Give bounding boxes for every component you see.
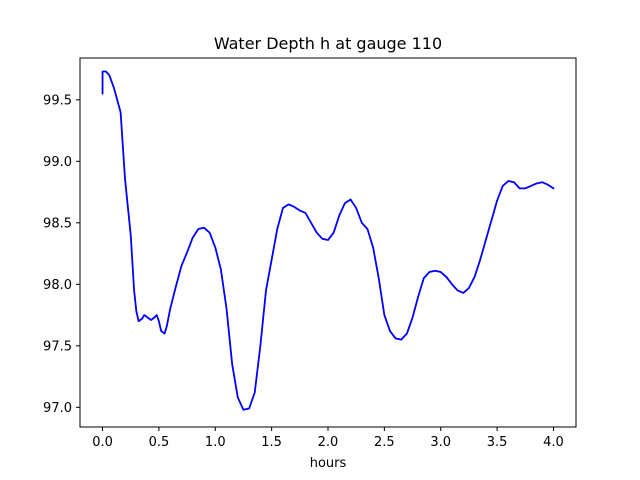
x-tick-label: 1.0 [205, 435, 226, 450]
x-tick-label: 2.5 [374, 435, 395, 450]
chart-title: Water Depth h at gauge 110 [214, 34, 442, 53]
y-tick-label: 98.5 [43, 216, 72, 231]
plot-frame [79, 57, 577, 428]
y-tick-label: 99.0 [43, 155, 72, 170]
y-tick-label: 98.0 [43, 278, 72, 293]
x-axis-ticks: 0.0 0.5 1.0 1.5 2.0 2.5 3.0 3.5 4.0 [92, 427, 564, 450]
y-axis-ticks: 97.0 97.5 98.0 98.5 99.0 99.5 [43, 93, 80, 416]
y-tick-label: 97.5 [43, 339, 72, 354]
x-tick-label: 3.0 [430, 435, 451, 450]
plot-area [80, 58, 576, 427]
series-layer [101, 70, 555, 411]
x-tick-label: 2.0 [318, 435, 339, 450]
x-tick-label: 0.5 [149, 435, 170, 450]
series-line-0 [101, 70, 555, 411]
x-tick-label: 4.0 [543, 435, 564, 450]
x-tick-label: 3.5 [487, 435, 508, 450]
x-axis-label: hours [310, 456, 347, 471]
y-tick-label: 99.5 [43, 93, 72, 108]
x-tick-label: 0.0 [92, 435, 113, 450]
y-tick-label: 97.0 [43, 401, 72, 416]
x-tick-label: 1.5 [261, 435, 282, 450]
